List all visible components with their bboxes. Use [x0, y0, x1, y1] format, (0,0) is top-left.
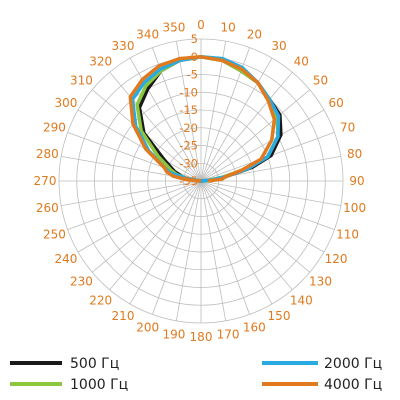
- angle-tick-label: 280: [36, 147, 59, 161]
- grid-spoke: [152, 180, 202, 315]
- legend-item-1000: 1000 Гц: [10, 377, 128, 393]
- legend-item-500: 500 Гц: [10, 356, 119, 372]
- angle-tick-label: 140: [290, 294, 313, 308]
- series-line-4000: [128, 55, 277, 183]
- angle-tick-label: 270: [34, 174, 57, 188]
- grid-spoke: [77, 109, 202, 182]
- legend-label-500: 500 Гц: [70, 356, 119, 372]
- angle-tick-label: 60: [328, 96, 343, 110]
- angle-tick-label: 210: [112, 309, 135, 323]
- legend: 500 Гц 1000 Гц 2000 Гц 4000 Гц: [10, 356, 382, 393]
- grid-spoke: [200, 180, 325, 253]
- radial-tick-label: 0: [191, 50, 198, 64]
- angle-tick-label: 20: [247, 27, 262, 41]
- angle-tick-label: 310: [70, 74, 93, 88]
- grid-spoke: [200, 71, 293, 182]
- grid-spoke: [200, 41, 227, 182]
- angle-tick-label: 120: [325, 252, 348, 266]
- radial-labels: 5 0 -5 -10 -15 -20 -25 -30 -35: [179, 32, 198, 188]
- angle-tick-label: 230: [70, 274, 93, 288]
- angle-tick-label: 100: [343, 201, 366, 215]
- grid-spoke: [175, 180, 202, 321]
- angle-tick-label: 240: [54, 252, 77, 266]
- grid-spoke: [91, 180, 202, 273]
- grid-spoke: [67, 180, 202, 230]
- angle-tick-label: 220: [89, 294, 112, 308]
- legend-item-4000: 4000 Гц: [262, 377, 382, 393]
- radial-tick-label: -15: [179, 103, 198, 117]
- angle-tick-label: 190: [162, 328, 185, 342]
- angle-labels: 0 102030405060708090100110120130140150160…: [34, 18, 367, 344]
- angle-tick-label: 30: [271, 39, 286, 53]
- grid-spoke: [200, 57, 273, 182]
- angle-tick-label: 300: [54, 96, 77, 110]
- grid-spoke: [200, 180, 273, 305]
- radial-tick-label: -35: [179, 174, 198, 188]
- radial-tick-label: -25: [179, 139, 198, 153]
- grid-spoke: [200, 109, 325, 182]
- radial-tick-label: -5: [187, 68, 198, 82]
- legend-label-2000: 2000 Гц: [324, 356, 382, 372]
- angle-tick-label: 80: [347, 147, 362, 161]
- radial-tick-label: -20: [179, 121, 198, 135]
- series-group: [128, 55, 283, 183]
- angle-tick-label: 290: [43, 121, 66, 135]
- grid-spoke: [200, 180, 341, 207]
- grid-spoke: [200, 180, 311, 273]
- angle-tick-label: 50: [313, 74, 328, 88]
- legend-label-4000: 4000 Гц: [324, 377, 382, 393]
- radial-tick-label: -10: [179, 85, 198, 99]
- angle-tick-label: 0: [197, 18, 205, 32]
- radial-tick-label: -30: [179, 156, 198, 170]
- angle-tick-label: 10: [220, 20, 235, 34]
- angle-tick-label: 110: [336, 227, 359, 241]
- grid-spoke: [109, 71, 202, 182]
- angle-tick-label: 160: [243, 321, 266, 335]
- grid-spoke: [200, 180, 227, 321]
- legend-item-2000: 2000 Гц: [262, 356, 382, 372]
- grid-spoke: [61, 180, 202, 207]
- grid-spoke: [200, 180, 250, 315]
- angle-tick-label: 40: [294, 54, 309, 68]
- angle-tick-label: 250: [43, 227, 66, 241]
- grid-spoke: [200, 180, 293, 291]
- angle-tick-label: 150: [268, 309, 291, 323]
- legend-label-1000: 1000 Гц: [70, 377, 128, 393]
- angle-tick-label: 70: [340, 121, 355, 135]
- grid-spoke: [175, 41, 202, 182]
- angle-tick-label: 330: [112, 39, 135, 53]
- angle-tick-label: 90: [349, 174, 364, 188]
- grid-spoke: [200, 89, 311, 182]
- angle-tick-label: 130: [309, 274, 332, 288]
- grid-spoke: [109, 180, 202, 291]
- angle-tick-label: 200: [136, 321, 159, 335]
- radial-tick-label: 5: [191, 32, 198, 46]
- angle-tick-label: 180: [190, 330, 213, 344]
- grid-spoke: [77, 180, 202, 253]
- angle-tick-label: 170: [217, 328, 240, 342]
- grid-spoke: [129, 180, 202, 305]
- angle-tick-label: 350: [162, 20, 185, 34]
- angle-tick-label: 340: [136, 27, 159, 41]
- angle-tick-label: 260: [36, 201, 59, 215]
- angle-tick-label: 320: [89, 54, 112, 68]
- grid-spoke: [200, 180, 335, 230]
